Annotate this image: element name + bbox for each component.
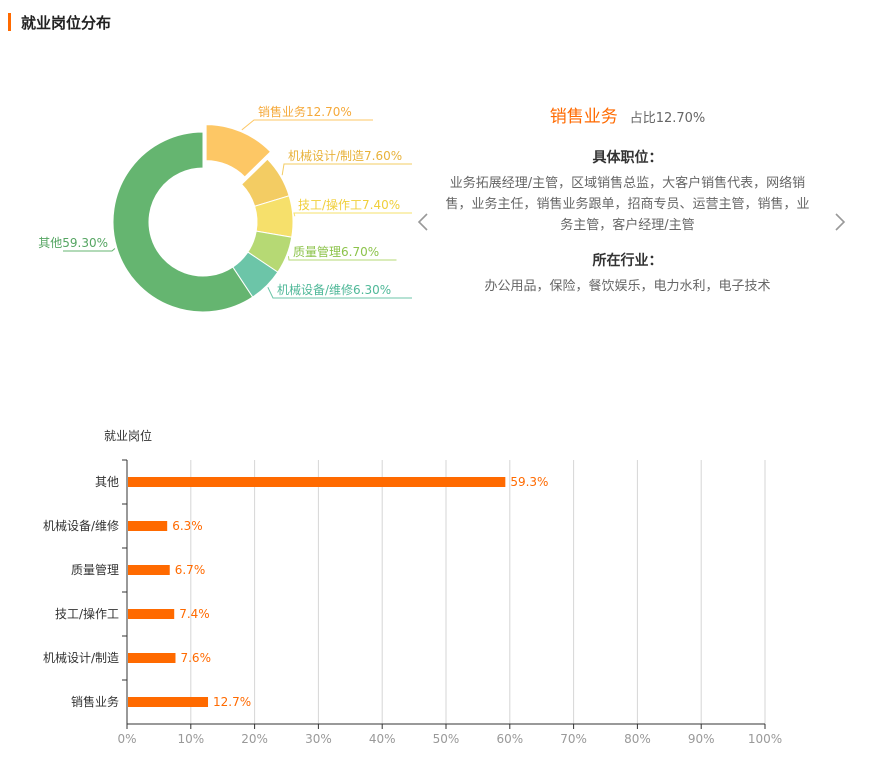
y-category-label: 销售业务 [71,694,119,709]
detail-category: 销售业务 [549,107,618,127]
chevron-right-icon [835,213,846,231]
bar [128,477,506,487]
donut-leader-line [293,212,412,217]
detail-share: 占比12.70% [629,111,706,126]
y-category-label: 质量管理 [71,562,119,577]
bar-value-label: 6.3% [172,519,203,533]
bar-value-label: 6.7% [175,563,206,577]
donut-leader-line [281,163,412,176]
y-category-label: 技工/操作工 [55,606,119,621]
donut-leader-line [267,287,412,299]
y-category-label: 机械设计/制造 [43,650,119,665]
x-tick-label: 10% [177,732,204,746]
donut-slice-label: 机械设备/维修6.30% [277,282,391,297]
positions-heading: 具体职位： [592,150,663,166]
positions-text: 业务拓展经理/主管，区域销售总监，大客户销售代表，网络销售，业务主任，销售业务跟… [445,176,810,233]
bar [128,653,176,663]
section-accent-bar [8,13,11,31]
bar-value-label: 7.6% [180,651,211,665]
bar [128,697,209,707]
x-tick-label: 30% [305,732,332,746]
detail-head: 销售业务 占比12.70% [440,102,815,127]
donut-slice-label: 销售业务12.70% [258,104,352,119]
bar [128,609,175,619]
bar [128,565,170,575]
bar-value-label: 59.3% [510,475,548,489]
donut-chart: 销售业务12.70% 机械设计/制造7.60% 技工/操作工7.40% 质量管理6.7… [38,104,412,313]
donut-slice [112,131,254,313]
donut-slice-label: 技工/操作工7.40% [298,197,400,212]
industries-text: 办公用品，保险，餐饮娱乐，电力水利，电子技术 [484,279,771,294]
donut-slice [205,124,272,178]
x-tick-label: 50% [433,732,460,746]
prev-button[interactable] [416,211,430,233]
next-button[interactable] [833,211,847,233]
y-category-label: 机械设备/维修 [43,518,119,533]
chevron-left-icon [417,213,428,231]
x-tick-label: 100% [748,732,782,746]
section-title: 就业岗位分布 [21,13,112,32]
donut-leader-line [287,256,397,261]
bar [128,521,168,531]
x-tick-label: 70% [560,732,587,746]
bar-value-label: 12.7% [213,695,251,709]
x-tick-label: 60% [496,732,523,746]
donut-slice-label: 质量管理6.70% [293,244,379,259]
industries-heading: 所在行业： [592,253,663,269]
bar-chart: 就业岗位 0% 10% 20% 30% 40% 50% 60% 70% 80% 90% 100% 其他 5… [43,428,782,746]
bar-value-label: 7.4% [179,607,210,621]
donut-leader-line [63,248,116,252]
x-tick-label: 90% [688,732,715,746]
section-header: 就业岗位分布 [8,12,111,32]
x-tick-label: 40% [369,732,396,746]
donut-slice-label: 其他59.30% [38,236,108,250]
x-tick-label: 20% [241,732,268,746]
donut-leader-line [241,119,373,131]
bar-chart-ylabel: 就业岗位 [104,428,152,443]
donut-slice-label: 机械设计/制造7.60% [288,148,402,163]
y-category-label: 其他 [95,475,119,489]
detail-panel: 销售业务 占比12.70% 具体职位： 业务拓展经理/主管，区域销售总监，大客户… [440,102,815,297]
x-tick-label: 0% [117,732,136,746]
x-tick-label: 80% [624,732,651,746]
